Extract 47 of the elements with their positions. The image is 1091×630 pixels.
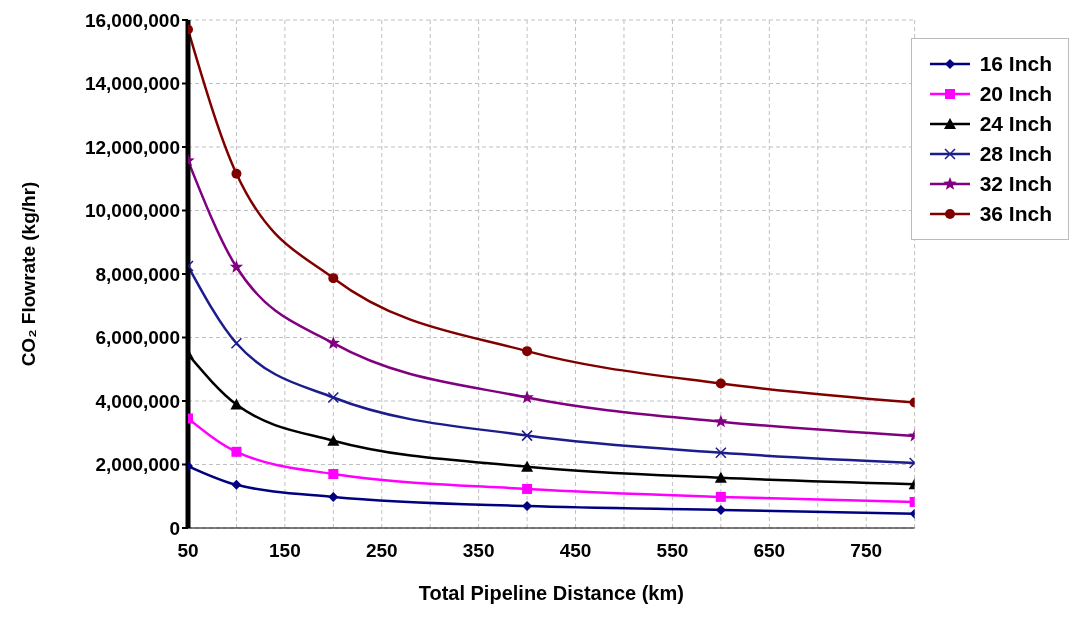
y-tick-label: 12,000,000 — [84, 136, 180, 158]
y-tick-label: 14,000,000 — [84, 73, 180, 95]
legend-label: 16 Inch — [979, 51, 1052, 77]
point — [326, 336, 340, 349]
x-tick-label: 250 — [365, 540, 398, 562]
x-tick-label: 650 — [753, 540, 786, 562]
x-axis-title: Total Pipeline Distance (km) — [418, 582, 684, 604]
y-tick-label: 8,000,000 — [95, 263, 180, 285]
x-tick-label: 150 — [269, 540, 301, 562]
legend-label: 28 Inch — [979, 141, 1052, 167]
x-tick-label: 450 — [559, 540, 592, 562]
point — [715, 447, 727, 459]
point — [231, 479, 242, 490]
point — [715, 491, 726, 502]
legend-label: 20 Inch — [979, 81, 1052, 107]
x-tick-label: 550 — [656, 540, 689, 562]
point — [521, 429, 533, 442]
point — [714, 414, 728, 428]
point — [328, 491, 339, 502]
point — [715, 378, 726, 389]
x-tick-label: 50 — [177, 540, 199, 562]
point — [521, 460, 534, 472]
legend-label: 32 Inch — [979, 171, 1052, 197]
point — [231, 168, 242, 179]
legend-label: 36 Inch — [979, 201, 1052, 227]
legend-label: 24 Inch — [979, 111, 1052, 137]
point — [714, 471, 727, 483]
point — [327, 391, 340, 404]
point — [231, 446, 242, 457]
point — [327, 434, 340, 446]
y-tick-label: 10,000,000 — [84, 200, 180, 222]
y-tick-label: 4,000,000 — [95, 390, 180, 412]
y-tick-label: 0 — [169, 517, 180, 539]
x-tick-label: 350 — [462, 540, 495, 562]
y-tick-label: 16,000,000 — [84, 9, 180, 31]
x-tick-label: 750 — [850, 540, 883, 562]
point — [522, 346, 533, 357]
point — [328, 469, 339, 480]
point — [520, 390, 534, 404]
point — [230, 337, 243, 349]
y-axis-title: CO₂ Flowrate (kg/hr) — [17, 181, 39, 367]
y-tick-label: 2,000,000 — [95, 454, 180, 476]
point — [229, 260, 244, 273]
y-tick-label: 6,000,000 — [95, 327, 180, 349]
point — [328, 273, 339, 284]
point — [522, 483, 533, 494]
point — [230, 398, 243, 410]
